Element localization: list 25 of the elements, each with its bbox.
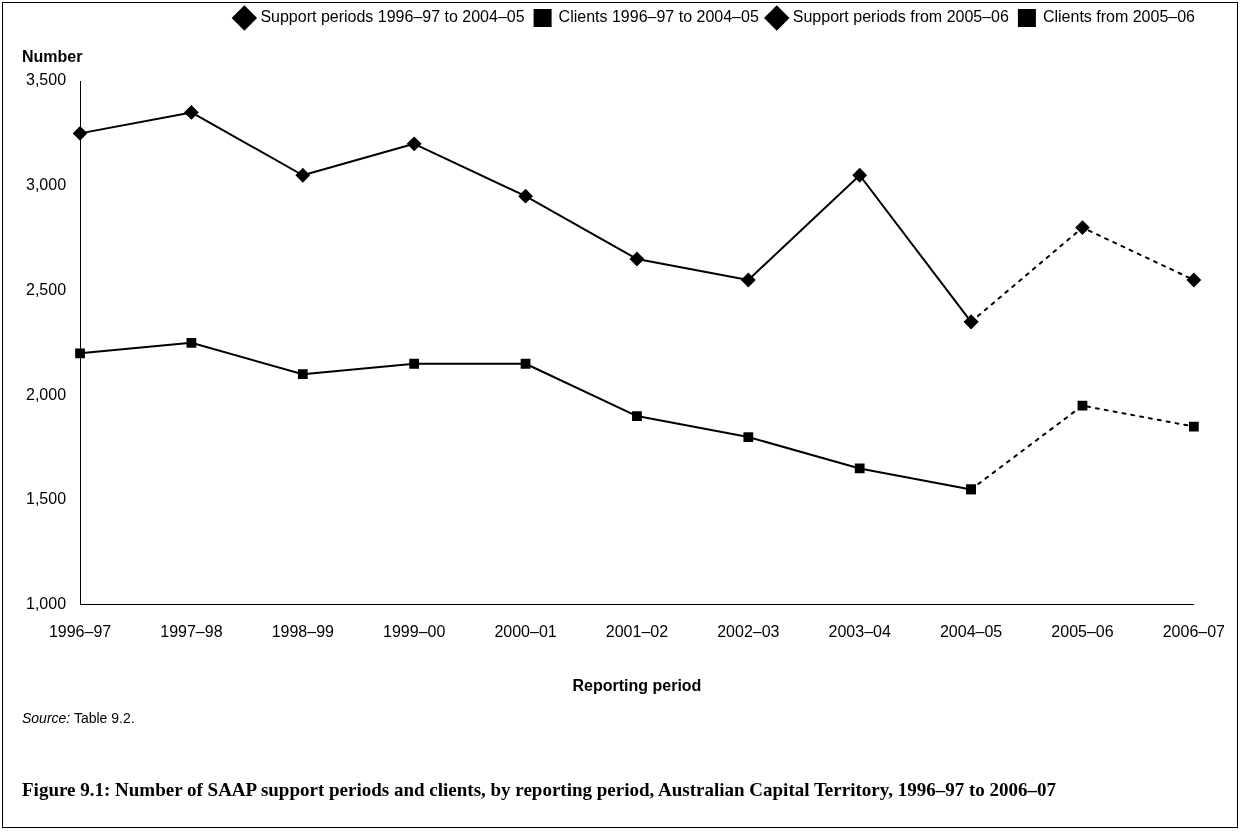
legend-label: Support periods 1996–97 to 2004–05 [260, 8, 525, 26]
x-tick-label: 2005–06 [1051, 622, 1114, 640]
y-tick-label: 1,500 [25, 490, 67, 508]
x-tick-label: 2000–01 [494, 622, 557, 640]
x-tick-label: 1997–98 [160, 622, 223, 640]
x-tick-label: 1999–00 [383, 622, 446, 640]
legend-label: Clients from 2005–06 [1042, 8, 1196, 26]
y-tick-label: 3,000 [25, 176, 67, 194]
x-tick-label: 2003–04 [828, 622, 891, 640]
source-note: Source: Table 9.2. [22, 710, 135, 726]
x-tick-label: 2006–07 [1162, 622, 1226, 640]
y-tick-label: 2,000 [25, 385, 67, 403]
x-tick-label: 2004–05 [939, 622, 1003, 640]
x-axis-title: Reporting period [572, 676, 702, 694]
legend-label: Clients 1996–97 to 2004–05 [558, 8, 759, 26]
x-tick-label: 2002–03 [717, 622, 780, 640]
x-tick-label: 1996–97 [48, 622, 112, 640]
y-tick-label: 1,000 [25, 595, 67, 613]
x-tick-label: 1998–99 [271, 622, 335, 640]
y-tick-label: 3,500 [25, 71, 67, 89]
text: Figure 9.1: Number of SAAP support periods and clients, by reporting period, Australian Capital Territory, 1996–97 to 2006–07 [22, 778, 1057, 802]
y-axis-title: Number [22, 48, 83, 66]
y-tick-label: 2,500 [25, 280, 67, 298]
legend-label: Support periods from 2005–06 [792, 8, 1010, 26]
x-tick-label: 2001–02 [605, 622, 669, 640]
